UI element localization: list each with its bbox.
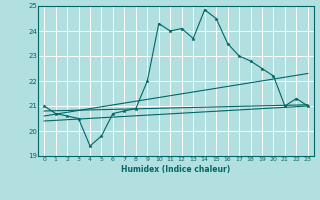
- X-axis label: Humidex (Indice chaleur): Humidex (Indice chaleur): [121, 165, 231, 174]
